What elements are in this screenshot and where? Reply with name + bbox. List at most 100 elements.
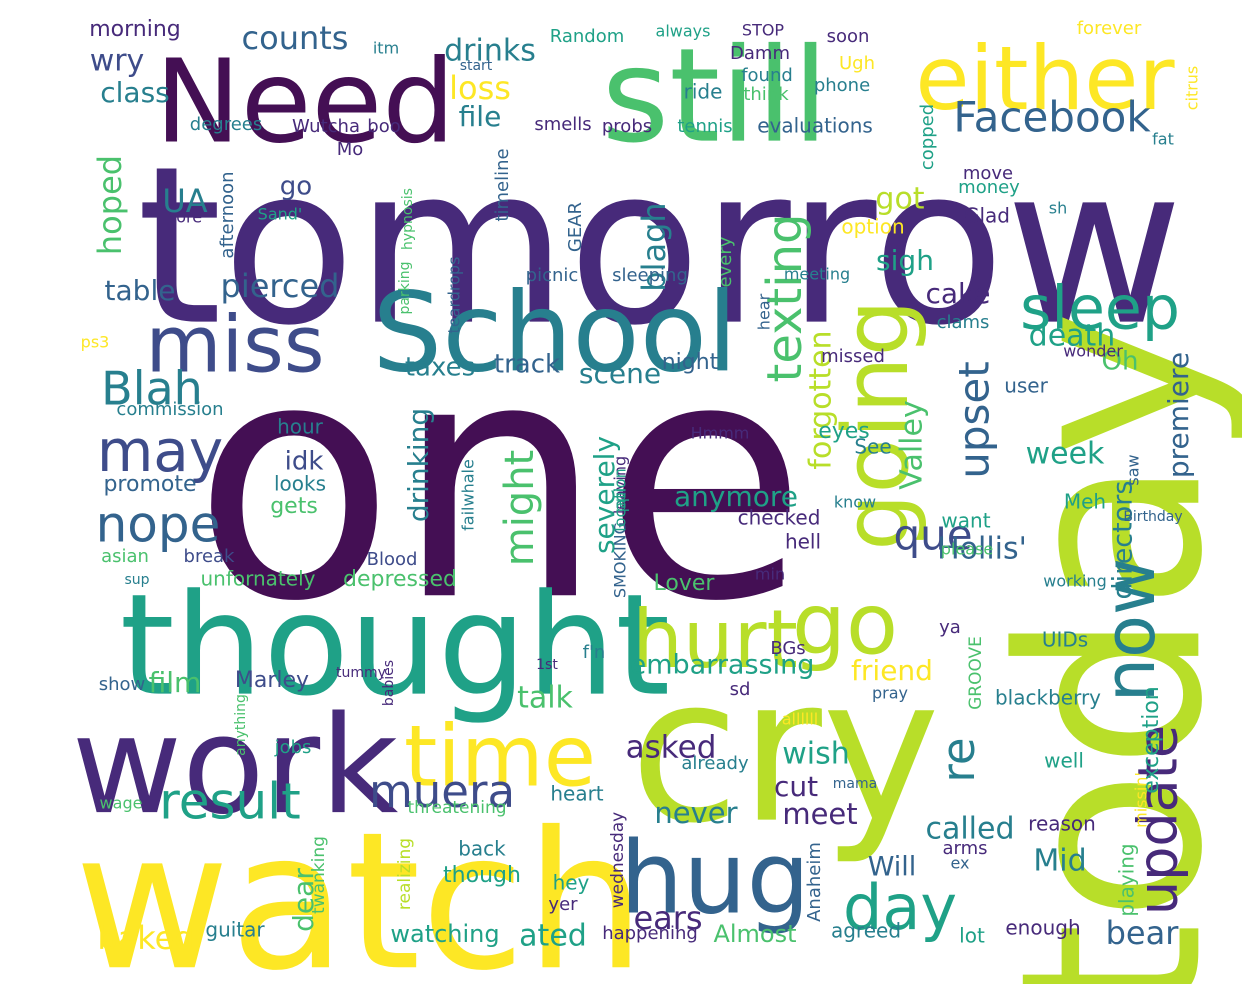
word-35: wry — [90, 44, 145, 79]
word-111: arms — [942, 838, 987, 859]
word-46: cake — [926, 277, 991, 310]
word-190: ppl — [611, 488, 630, 513]
word-176: evaluations — [757, 114, 873, 138]
word-58: severely — [588, 436, 621, 554]
word-178: sore — [168, 208, 202, 227]
word-104: guitar — [205, 918, 265, 942]
word-114: mama — [833, 776, 877, 792]
word-13: hurt — [632, 593, 798, 686]
word-24: may — [97, 417, 223, 485]
word-69: cut — [774, 770, 818, 803]
word-30: re — [932, 737, 985, 782]
word-192: babies — [381, 660, 397, 706]
word-45: pierced — [221, 267, 340, 305]
word-181: hypnosis — [400, 188, 416, 250]
word-107: lot — [959, 924, 985, 948]
word-93: depressed — [343, 567, 457, 592]
word-154: fat — [1152, 130, 1174, 149]
word-173: smells — [534, 114, 591, 135]
word-196: wednesday — [608, 812, 628, 909]
word-10: School — [372, 268, 737, 396]
word-162: found — [741, 65, 793, 86]
word-15: time — [404, 707, 596, 806]
word-96: jobs — [274, 737, 312, 758]
word-146: every — [715, 236, 736, 287]
word-21: update — [1127, 725, 1190, 915]
word-152: move — [963, 163, 1013, 184]
word-66: talk — [517, 681, 573, 716]
word-40: hoped — [91, 155, 129, 255]
word-54: premiere — [1162, 352, 1195, 478]
word-142: wonder — [1063, 342, 1123, 361]
word-14: go — [792, 575, 898, 674]
word-116: blackberry — [995, 686, 1101, 710]
word-131: know — [834, 493, 876, 512]
word-9: either — [915, 27, 1175, 130]
word-130: Meh — [1064, 490, 1106, 514]
word-180: afternoon — [217, 171, 238, 258]
word-20: day — [843, 871, 957, 944]
word-194: twanking — [309, 836, 329, 914]
word-70: never — [654, 796, 737, 830]
word-125: tummy — [336, 665, 386, 681]
word-193: anything — [233, 694, 249, 756]
word-166: Random — [550, 26, 625, 47]
word-115: well — [1044, 749, 1084, 773]
word-149: Glad — [964, 204, 1010, 228]
word-75: bear — [1106, 914, 1180, 952]
word-59: anymore — [674, 480, 798, 513]
word-52: night — [662, 350, 719, 375]
word-182: parking — [397, 262, 413, 315]
word-177: Mo — [337, 139, 364, 160]
word-4: watch — [74, 791, 645, 984]
word-97: heart — [550, 782, 603, 806]
word-2: today — [966, 310, 1242, 984]
word-133: working — [1043, 572, 1106, 591]
word-148: option — [841, 215, 904, 239]
word-56: Valley — [895, 400, 930, 489]
word-141: clams — [937, 312, 990, 333]
word-87: promote — [103, 472, 196, 497]
word-42: got — [875, 182, 924, 217]
word-22: result — [159, 773, 300, 831]
word-129: want — [941, 509, 990, 533]
word-184: timeline — [492, 148, 513, 221]
word-121: BGs — [770, 638, 805, 659]
word-100: back — [458, 837, 506, 861]
word-90: Blood — [367, 549, 418, 570]
word-110: reason — [1028, 812, 1096, 836]
word-65: Marley — [235, 668, 309, 693]
word-88: asian — [101, 546, 149, 567]
word-41: blagh — [635, 202, 673, 291]
word-19: now — [1089, 558, 1171, 702]
word-150: sh — [1049, 199, 1067, 218]
word-92: unfornately — [201, 567, 316, 591]
word-34: loss — [449, 69, 511, 107]
word-12: hug — [620, 819, 810, 936]
word-57: drinking — [402, 408, 435, 522]
word-51: scene — [579, 357, 661, 390]
word-179: Sand' — [258, 205, 303, 224]
word-163: think — [743, 84, 789, 105]
word-112: ex — [950, 854, 969, 873]
word-137: Hmmm — [691, 424, 750, 443]
word-71: meet — [782, 797, 857, 831]
word-195: realizing — [395, 838, 415, 910]
word-106: agreed — [831, 919, 901, 943]
word-50: track — [494, 350, 560, 380]
word-138: saw — [1124, 454, 1143, 485]
word-26: Blah — [101, 362, 203, 416]
word-38: UA — [162, 182, 207, 220]
word-165: always — [656, 22, 711, 41]
word-119: ya — [939, 617, 961, 638]
word-48: Oh — [1102, 347, 1139, 377]
word-103: yer — [548, 894, 578, 915]
word-95: show — [99, 674, 146, 695]
word-39: go — [280, 172, 312, 202]
word-160: STOP — [742, 21, 785, 40]
word-11: going — [824, 299, 929, 550]
word-73: Will — [868, 852, 917, 883]
word-175: tennis — [677, 116, 732, 137]
word-29: que — [893, 511, 972, 560]
